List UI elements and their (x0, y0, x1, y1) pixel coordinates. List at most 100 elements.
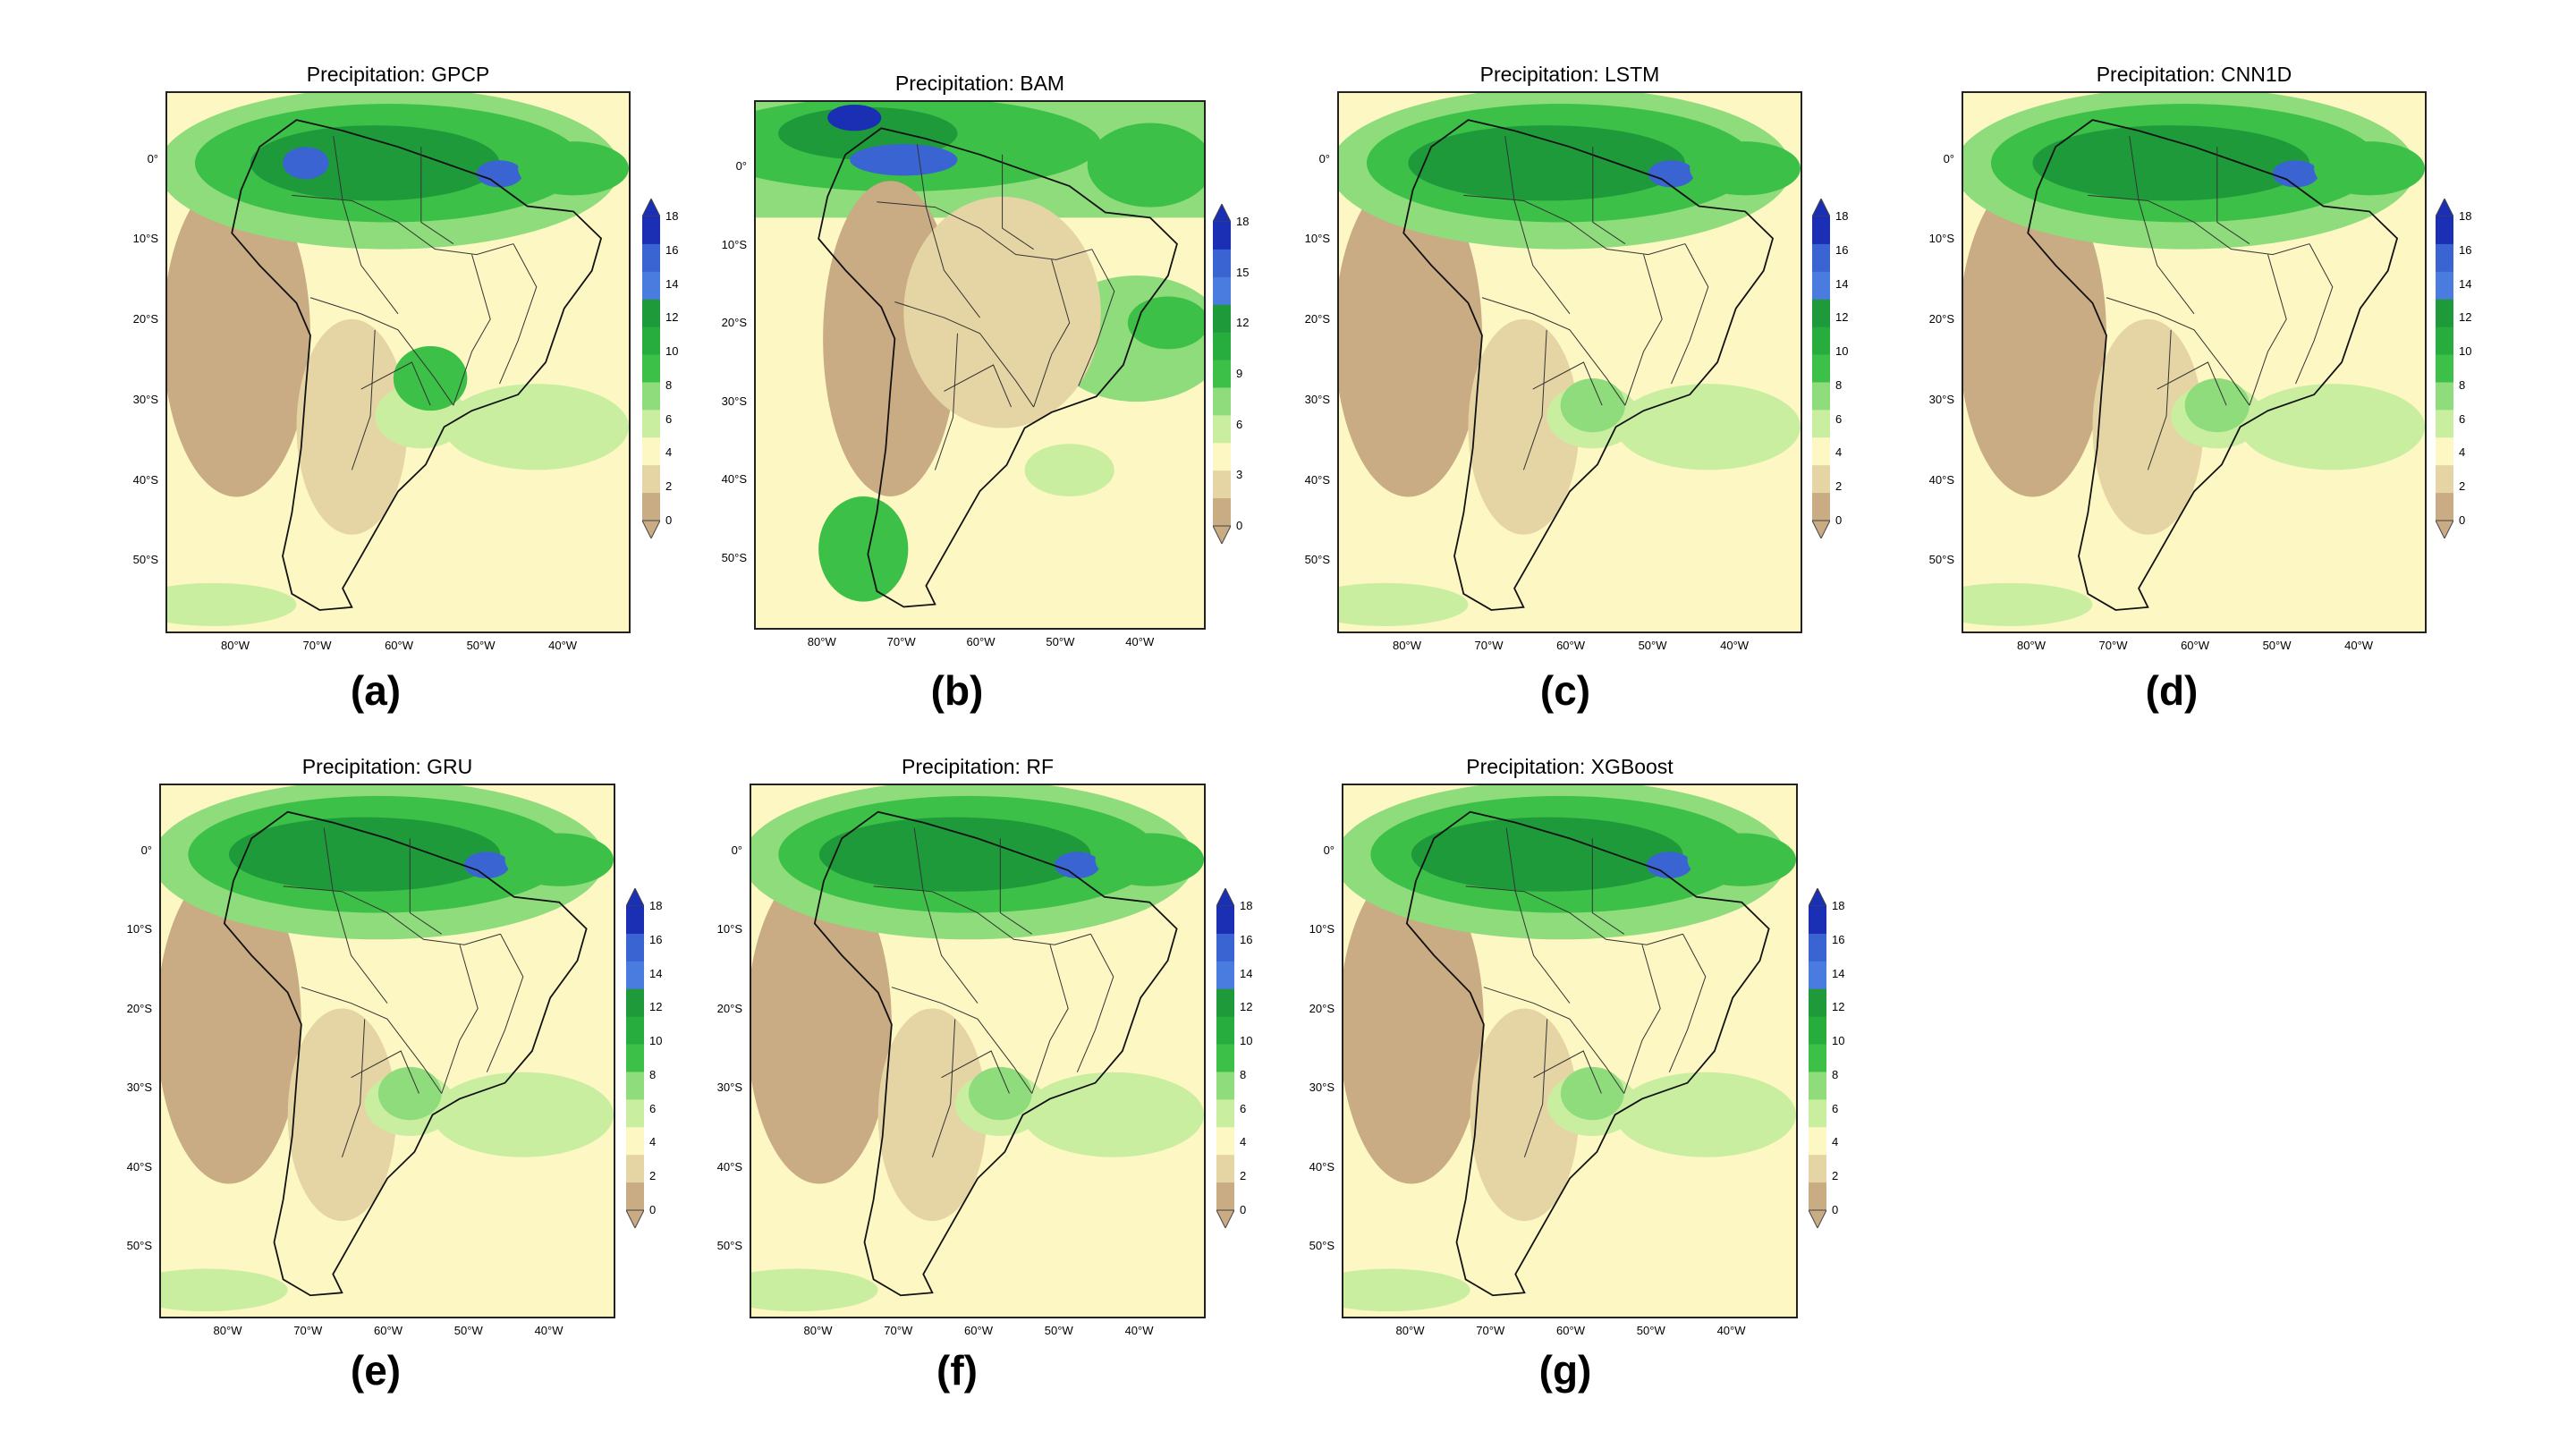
colorbar-extend-top (642, 199, 660, 217)
country-border-2 (1504, 136, 1571, 315)
colorbar-segment (1213, 360, 1231, 388)
colorbar-segment (2436, 465, 2453, 494)
country-border-4 (1532, 361, 1603, 406)
colorbar-segment (2436, 382, 2453, 411)
lon-tick-label: 80°W (1395, 1324, 1425, 1337)
panel-letter-b: (b) (930, 667, 984, 714)
colorbar-g (1809, 888, 1826, 1228)
country-border-7 (934, 333, 958, 470)
colorbar-segment (1216, 1182, 1234, 1211)
colorbar-tick-label: 10 (665, 344, 679, 359)
lon-tick-label: 80°W (213, 1324, 242, 1337)
colorbar-extend-top (1213, 204, 1231, 223)
panel-letter-f: (f) (936, 1347, 978, 1394)
lat-tick-label: 50°S (1309, 1239, 1335, 1253)
colorbar-segment (1213, 387, 1231, 416)
colorbar-extend-top (1812, 199, 1830, 217)
colorbar-tick-label: 0 (1240, 1203, 1247, 1216)
colorbar-tick-label: 0 (1832, 1203, 1839, 1216)
colorbar-segment (2436, 354, 2453, 383)
country-border-5 (1623, 945, 1661, 1094)
lon-tick-label: 60°W (374, 1324, 402, 1337)
country-border-7 (1522, 329, 1547, 470)
panel-letter-a: (a) (350, 667, 402, 714)
lat-tick-label: 40°S (126, 1159, 152, 1174)
country-border-5 (1624, 254, 1663, 406)
colorbar-segment (1216, 933, 1234, 962)
colorbar-segment (1216, 1127, 1234, 1156)
lon-tick-label: 60°W (2181, 639, 2209, 652)
colorbar-tick-label: 12 (2459, 310, 2472, 325)
colorbar-tick-label: 10 (649, 1034, 663, 1048)
colorbar-segment (1213, 222, 1231, 250)
lat-tick-label: 30°S (1309, 1080, 1335, 1095)
lat-tick-label: 10°S (1928, 232, 1954, 246)
colorbar-tick-label: 8 (1835, 377, 1843, 392)
colorbar-segment (642, 326, 660, 356)
colorbar-segment (642, 437, 660, 466)
country-border-6 (499, 243, 538, 385)
colorbar-segment (1213, 332, 1231, 361)
lon-tick-label: 70°W (886, 635, 916, 648)
lat-tick-label: 0° (1318, 151, 1330, 165)
country-border-1 (309, 297, 454, 406)
colorbar-tick-label: 4 (1832, 1135, 1839, 1149)
country-border-5 (453, 254, 491, 406)
lat-tick-label: 10°S (132, 232, 158, 246)
colorbar-segment (1216, 1044, 1234, 1072)
lat-tick-label: 0° (147, 151, 158, 165)
colorbar-tick-label: 0 (2459, 513, 2466, 527)
lat-tick-label: 50°S (1304, 553, 1330, 567)
colorbar-segment (1812, 410, 1830, 438)
lat-tick-label: 50°S (126, 1239, 152, 1253)
colorbar-segment (2436, 326, 2453, 356)
colorbar-segment (1216, 988, 1234, 1018)
colorbar-tick-label: 2 (665, 479, 673, 494)
precip-map-g (1342, 784, 1798, 1318)
country-border-4 (351, 1050, 419, 1094)
colorbar-segment (1213, 415, 1231, 444)
colorbar-tick-label: 2 (649, 1169, 657, 1183)
colorbar-tick-label: 10 (2459, 344, 2472, 359)
country-border-4 (1533, 1050, 1602, 1094)
colorbar-segment (1809, 1016, 1826, 1046)
coastline (231, 119, 603, 611)
colorbar-segment (626, 1127, 644, 1156)
country-border-3 (1592, 147, 1626, 244)
colorbar-segment (2436, 410, 2453, 438)
lon-tick-label: 60°W (966, 635, 996, 648)
colorbar-tick-label: 14 (649, 966, 663, 980)
lat-tick-label: 40°S (1928, 472, 1954, 487)
colorbar-tick-label: 8 (649, 1067, 657, 1081)
country-border-2 (913, 827, 979, 1004)
precip-map-e (159, 784, 615, 1318)
colorbar-segment (1809, 961, 1826, 990)
colorbar-segment (1809, 988, 1826, 1018)
colorbar-segment (1809, 933, 1826, 962)
country-border-1 (301, 987, 443, 1094)
lat-tick-label: 40°S (1309, 1159, 1335, 1174)
colorbar-tick-label: 0 (649, 1203, 657, 1216)
country-border-6 (1078, 249, 1115, 386)
precip-field-9 (167, 582, 297, 626)
lon-tick-label: 60°W (385, 639, 413, 652)
lat-tick-label: 30°S (126, 1080, 152, 1095)
colorbar-segment (2436, 216, 2453, 245)
precip-map-f (750, 784, 1206, 1318)
colorbar-segment (1812, 326, 1830, 356)
colorbar-tick-label: 12 (665, 310, 679, 325)
precip-field-1 (1468, 318, 1580, 535)
map-canvas (751, 785, 1204, 1317)
lat-tick-label: 30°S (132, 392, 158, 406)
colorbar-tick-label: 6 (665, 411, 673, 426)
colorbar-tick-label: 16 (1832, 932, 1845, 946)
map-canvas (756, 102, 1204, 628)
coastline (813, 810, 1178, 1297)
coastline (818, 127, 1178, 608)
precip-field-4 (250, 125, 500, 201)
lon-tick-label: 40°W (1716, 1324, 1746, 1337)
colorbar-segment (626, 933, 644, 962)
colorbar-tick-label: 8 (1240, 1067, 1247, 1081)
precip-field-5 (464, 852, 510, 878)
lat-tick-label: 50°S (716, 1239, 742, 1253)
